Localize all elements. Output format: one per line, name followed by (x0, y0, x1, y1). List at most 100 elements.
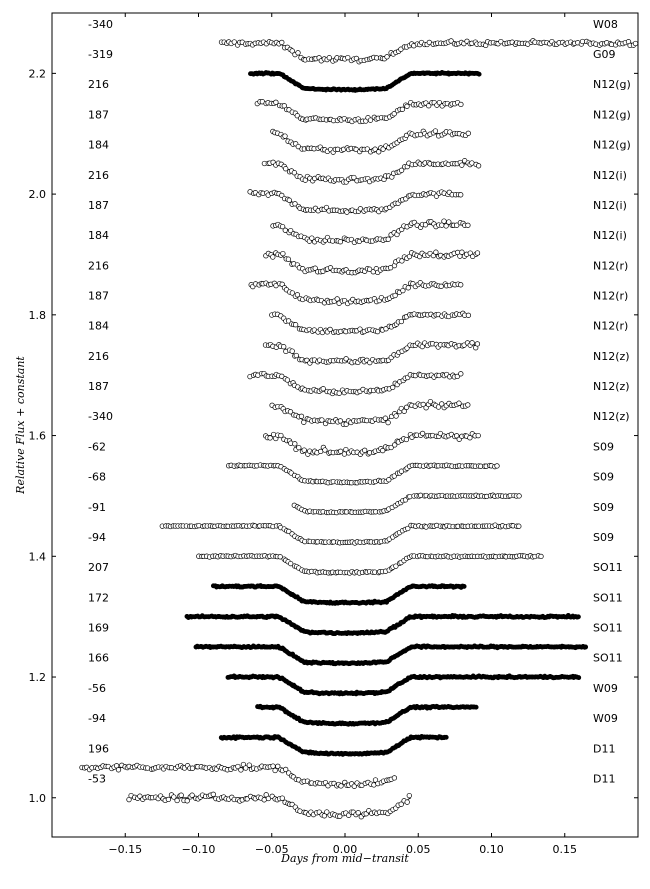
data-point (362, 447, 368, 453)
source-label: W09 (593, 682, 618, 695)
data-point (406, 792, 412, 799)
epoch-label: -340 (88, 18, 113, 31)
data-point (632, 40, 639, 47)
data-point (399, 258, 405, 264)
data-point (438, 283, 444, 289)
light-curve-15 (291, 492, 522, 516)
light-curve-22 (255, 703, 479, 727)
data-point (292, 322, 299, 328)
source-label: S09 (593, 440, 614, 453)
data-point (178, 792, 184, 798)
source-label: G09 (593, 48, 616, 61)
data-point (458, 371, 464, 377)
data-point (448, 38, 454, 44)
light-curve-12 (269, 398, 471, 427)
epoch-label: -94 (88, 712, 106, 725)
data-point (454, 373, 460, 380)
light-curve-8 (248, 280, 464, 307)
epoch-label: 196 (88, 742, 109, 755)
data-point (458, 282, 464, 288)
data-point (286, 197, 292, 203)
data-point (296, 444, 302, 451)
data-point (355, 810, 361, 816)
light-curve-3 (270, 128, 471, 155)
data-point (465, 312, 472, 318)
data-point (405, 285, 411, 291)
data-point (337, 448, 344, 454)
data-point (385, 236, 391, 242)
epoch-label: -319 (88, 48, 113, 61)
data-point (165, 796, 172, 803)
data-point (273, 99, 279, 105)
data-point (309, 235, 315, 241)
x-tick-label: −0.05 (255, 843, 289, 856)
epoch-label: 216 (88, 259, 109, 272)
light-curve-11 (247, 370, 464, 397)
data-point (456, 400, 462, 406)
light-curve-4 (261, 158, 482, 185)
data-point (280, 250, 286, 257)
epoch-label: 172 (88, 591, 109, 604)
light-curve-5 (247, 189, 464, 215)
epoch-label: 184 (88, 229, 109, 242)
epoch-label: 216 (88, 78, 109, 91)
data-point (474, 250, 481, 256)
source-label: D11 (593, 742, 615, 755)
data-point (282, 227, 288, 233)
data-point (174, 797, 180, 804)
data-point (295, 143, 301, 150)
data-point (405, 525, 411, 532)
light-curve-24 (79, 761, 398, 789)
source-label: N12(z) (593, 380, 630, 393)
source-label: N12(i) (593, 169, 627, 182)
data-point (326, 55, 332, 61)
epoch-label: 166 (88, 652, 109, 665)
data-point (298, 413, 305, 419)
data-point (392, 292, 398, 299)
light-curve-14 (226, 462, 500, 486)
data-point (272, 767, 278, 774)
data-point (367, 117, 374, 123)
data-point (386, 477, 392, 483)
light-curve-25 (126, 791, 412, 820)
row-labels: -340 W08 -319 G09 216 N12(g) 187 N12(g) 184 N12(g… (88, 18, 631, 786)
y-tick-label: 1.6 (29, 430, 47, 443)
data-point (231, 39, 237, 45)
data-point (538, 553, 544, 560)
epoch-label: 187 (88, 199, 109, 212)
data-point (337, 813, 343, 819)
source-label: N12(i) (593, 229, 627, 242)
y-tick-label: 2.2 (29, 67, 47, 80)
source-label: S09 (593, 501, 614, 514)
data-point (443, 734, 449, 740)
epoch-label: -53 (88, 772, 106, 785)
y-tick-label: 1.2 (29, 671, 47, 684)
data-point (115, 767, 122, 773)
data-point (465, 130, 471, 136)
data-point (353, 55, 360, 62)
data-point (289, 348, 295, 354)
data-point (374, 328, 381, 335)
source-label: N12(r) (593, 259, 628, 272)
data-point (427, 398, 434, 405)
data-point (404, 799, 410, 805)
epoch-label: -91 (88, 501, 106, 514)
light-curve-2 (254, 99, 464, 125)
data-point (432, 128, 439, 134)
data-point (420, 401, 426, 408)
data-point (474, 341, 481, 347)
data-point (189, 792, 195, 798)
data-point (343, 356, 349, 362)
data-point (210, 791, 216, 797)
data-point (319, 417, 325, 423)
source-label: W09 (593, 712, 618, 725)
epoch-label: 169 (88, 622, 109, 635)
data-point (426, 103, 432, 109)
data-point (337, 239, 344, 245)
data-point (279, 223, 286, 230)
epoch-label: 187 (88, 380, 109, 393)
light-curves (79, 38, 639, 820)
data-point (437, 430, 444, 437)
data-point (171, 794, 177, 800)
epoch-label: 184 (88, 139, 109, 152)
